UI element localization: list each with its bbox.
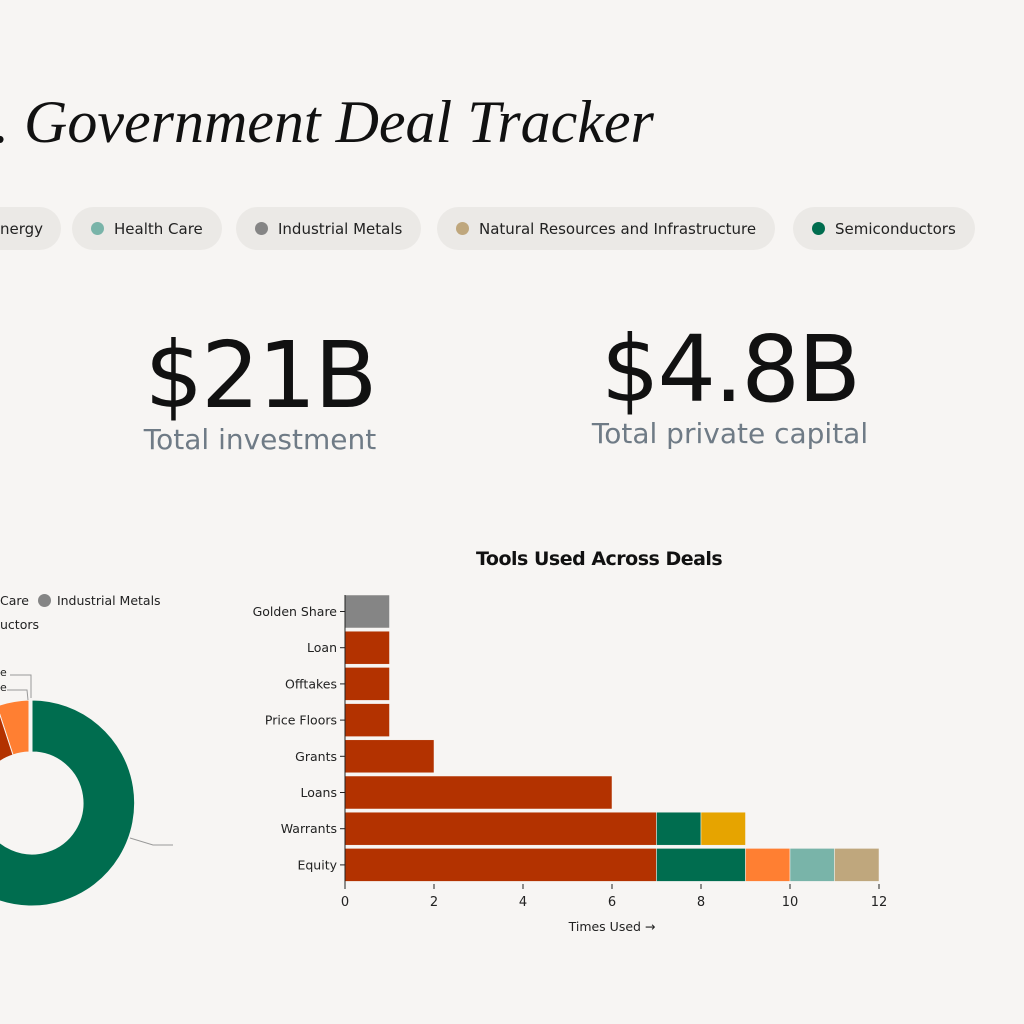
y-tick-label: Warrants xyxy=(281,821,337,836)
chip-label: Industrial Metals xyxy=(278,219,403,238)
y-tick-label: Equity xyxy=(297,857,337,872)
health-care-dot-icon xyxy=(91,222,104,235)
bar-segment xyxy=(344,739,435,774)
x-tick-label: 12 xyxy=(871,895,888,910)
chip-label: Semiconductors xyxy=(835,219,956,238)
bar-segment xyxy=(656,811,702,846)
industrial-metals-dot-icon xyxy=(37,594,51,607)
y-tick-label: Price Floors xyxy=(265,713,337,728)
y-tick-label: Offtakes xyxy=(285,676,337,691)
filter-chip-semiconductors[interactable]: Semiconductors xyxy=(793,207,975,250)
x-tick-label: 6 xyxy=(608,895,616,910)
y-tick-label: Grants xyxy=(295,749,337,764)
x-tick-label: 10 xyxy=(782,895,799,910)
chip-label: Natural Resources and Infrastructure xyxy=(479,219,757,238)
donut-chart xyxy=(0,674,173,907)
donut-slice-semiconductors xyxy=(0,699,136,907)
bar-chart-title: Tools Used Across Deals xyxy=(476,548,723,570)
donut-slice-label: e xyxy=(0,681,7,694)
leader-line xyxy=(129,837,173,846)
y-tick-label: Golden Share xyxy=(253,604,338,619)
bar-segment xyxy=(789,848,835,882)
leader-line xyxy=(10,674,32,698)
natural-resources-dot-icon xyxy=(456,222,469,235)
chip-label: nergy xyxy=(0,219,44,238)
donut-legend-row2: uctors xyxy=(0,617,39,632)
stat-value: $21B xyxy=(144,322,378,429)
x-tick-label: 4 xyxy=(519,895,527,910)
stat-private-capital: $4.8B Total private capital xyxy=(565,316,895,450)
legend-label: Care xyxy=(0,593,29,608)
y-tick-label: Loan xyxy=(307,640,337,655)
leader-line xyxy=(7,689,29,701)
bar-segment xyxy=(344,594,390,629)
chip-label: Health Care xyxy=(114,219,203,238)
filter-chip-energy[interactable]: nergy xyxy=(0,207,62,250)
bar-segment xyxy=(344,703,390,737)
bar-segment xyxy=(656,848,746,882)
bar-segment xyxy=(700,811,746,846)
stat-total-investment: $21B Total investment xyxy=(110,322,410,456)
x-tick-label: 0 xyxy=(341,895,349,910)
x-axis-label: Times Used → xyxy=(568,919,656,934)
stat-label: Total private capital xyxy=(591,417,869,450)
filter-chip-industrial-metals[interactable]: Industrial Metals xyxy=(236,207,422,250)
bar-segment xyxy=(344,811,657,846)
filter-chip-natural-resources[interactable]: Natural Resources and Infrastructure xyxy=(437,207,776,250)
industrial-metals-dot-icon xyxy=(255,222,268,235)
x-tick-label: 2 xyxy=(430,895,438,910)
donut-legend: Care Industrial Metals xyxy=(0,593,161,608)
bar-segment xyxy=(344,848,657,882)
semiconductors-dot-icon xyxy=(812,222,825,235)
page-title: . Government Deal Tracker xyxy=(0,89,654,155)
bar-segment xyxy=(344,667,390,701)
x-tick-label: 8 xyxy=(697,895,705,910)
bar-segment xyxy=(745,848,791,882)
stat-label: Total investment xyxy=(143,423,377,456)
bar-segment xyxy=(834,848,880,882)
stat-value: $4.8B xyxy=(601,316,861,423)
filter-chip-health-care[interactable]: Health Care xyxy=(72,207,222,250)
donut-slice-red xyxy=(0,713,14,762)
donut-slice-label: e xyxy=(0,666,7,679)
legend-label: uctors xyxy=(0,617,39,632)
legend-label: Industrial Metals xyxy=(56,593,161,608)
bar-segment xyxy=(344,775,613,810)
bar-segment xyxy=(344,630,390,665)
y-tick-label: Loans xyxy=(301,785,338,800)
